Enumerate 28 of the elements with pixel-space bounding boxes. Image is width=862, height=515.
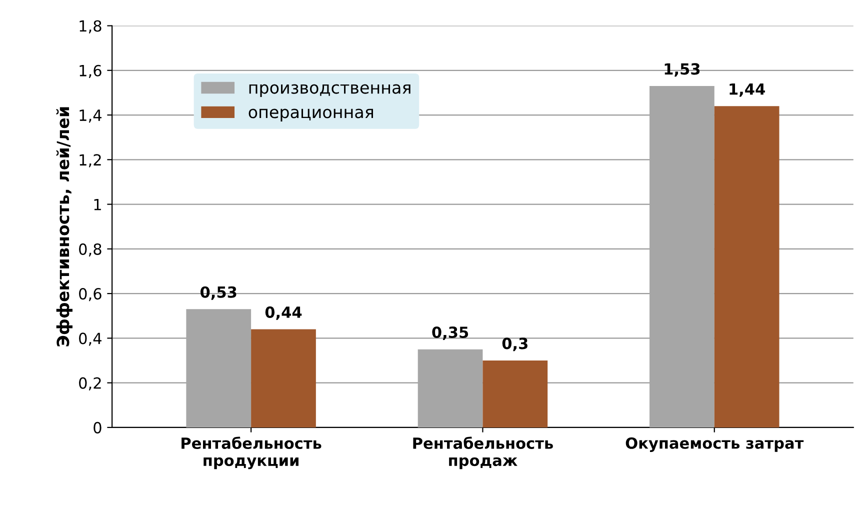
y-tick-label: 0,8	[79, 243, 102, 256]
x-tick-label: Окупаемость затрат	[626, 437, 804, 452]
legend-label: операционная	[248, 108, 373, 122]
data-label: 0,44	[265, 306, 302, 320]
y-tick-label: 1,4	[80, 110, 102, 123]
bar	[186, 309, 252, 428]
bar	[714, 106, 780, 428]
legend-label: производственная	[249, 84, 410, 98]
x-tick-label: Рентабельность продаж	[413, 436, 553, 470]
bar	[251, 329, 316, 428]
y-tick-label: 1	[94, 198, 101, 210]
y-tick-label: 0,4	[79, 332, 102, 346]
y-tick-label: 0,6	[79, 288, 102, 302]
data-label: 0,3	[502, 338, 528, 352]
y-tick-label: 1,6	[80, 64, 102, 78]
x-tick-label: Рентабельность продукции	[182, 436, 322, 470]
data-label: 0,53	[200, 286, 236, 300]
y-tick-label: 0,2	[79, 377, 101, 390]
y-axis-title: Эффективность, лей/лей	[56, 107, 72, 346]
y-tick-label: 0	[94, 422, 102, 434]
y-tick-label: 1,8	[80, 20, 102, 34]
y-tick-label: 1,2	[80, 154, 101, 168]
data-label: 1,53	[664, 63, 700, 77]
bar	[650, 86, 714, 428]
bar	[418, 349, 483, 428]
bar	[482, 360, 548, 428]
data-label: 1,44	[730, 83, 765, 97]
data-label: 0,35	[432, 326, 468, 340]
